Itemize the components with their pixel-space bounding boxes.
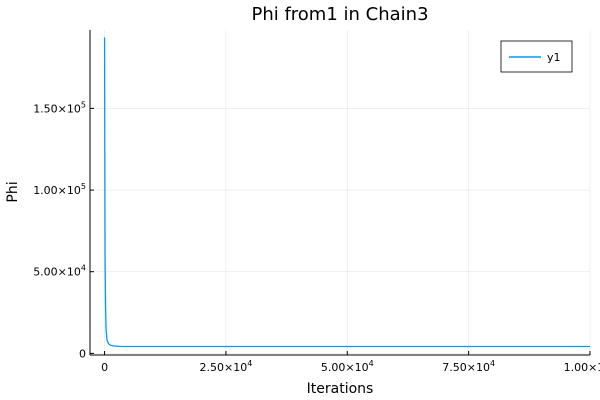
x-tick-label: 2.50×104 (200, 359, 253, 374)
legend-label-y1: y1 (547, 51, 561, 64)
y-tick-label: 0 (79, 347, 86, 360)
series-layer (103, 37, 590, 348)
y-tick-label: 5.00×104 (33, 264, 86, 279)
tick-layer: 0 2.50×104 5.00×104 7.50×104 1.00×105 0 5.00×1… (33, 100, 600, 374)
plot-frame (90, 30, 590, 355)
x-tick-label: 1.00×105 (564, 359, 600, 374)
series-line-y1 (103, 37, 590, 348)
y-tick-label: 1.50×105 (33, 100, 86, 115)
x-tick-label: 0 (101, 361, 108, 374)
y-tick-label: 1.00×105 (33, 182, 86, 197)
x-tick-label: 7.50×104 (442, 359, 495, 374)
x-axis-label: Iterations (307, 381, 374, 397)
y-axis-label: Phi (5, 181, 21, 202)
x-tick-label: 5.00×104 (321, 359, 374, 374)
grid-layer (90, 30, 591, 355)
chart-title: Phi from1 in Chain3 (251, 4, 428, 25)
legend: y1 (500, 40, 573, 73)
